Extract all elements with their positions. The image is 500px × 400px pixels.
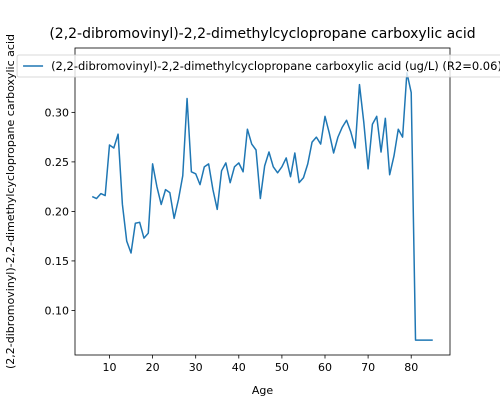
- x-tick-label: 10: [102, 361, 116, 374]
- chart-title: (2,2-dibromovinyl)-2,2-dimethylcycloprop…: [49, 26, 475, 42]
- y-axis-ticks: 0.10 0.15 0.20 0.25 0.30: [45, 106, 75, 317]
- plot-area: [75, 48, 450, 355]
- y-tick-label: 0.25: [45, 156, 70, 169]
- y-tick-label: 0.15: [45, 255, 70, 268]
- legend-box: [16, 54, 500, 78]
- plot-frame: [74, 47, 451, 356]
- x-axis-ticks: 10 20 30 40 50 60 70 80: [102, 355, 418, 374]
- x-tick-label: 20: [146, 361, 160, 374]
- x-tick-label: 80: [404, 361, 418, 374]
- y-tick-label: 0.20: [45, 205, 70, 218]
- x-tick-label: 60: [318, 361, 332, 374]
- series-layer: [91, 72, 433, 341]
- legend: (2,2-dibromovinyl)-2,2-dimethylcycloprop…: [16, 54, 500, 78]
- x-tick-label: 50: [275, 361, 289, 374]
- x-tick-label: 30: [189, 361, 203, 374]
- y-tick-label: 0.30: [45, 106, 70, 119]
- legend-entry-label: (2,2-dibromovinyl)-2,2-dimethylcycloprop…: [51, 59, 500, 73]
- x-axis-label: Age: [252, 384, 274, 397]
- x-tick-label: 40: [232, 361, 246, 374]
- x-tick-label: 70: [361, 361, 375, 374]
- series-line-0: [91, 72, 433, 341]
- y-axis-label: (2,2-dibromovinyl)-2,2-dimethylcycloprop…: [4, 34, 17, 369]
- y-tick-label: 0.10: [45, 304, 70, 317]
